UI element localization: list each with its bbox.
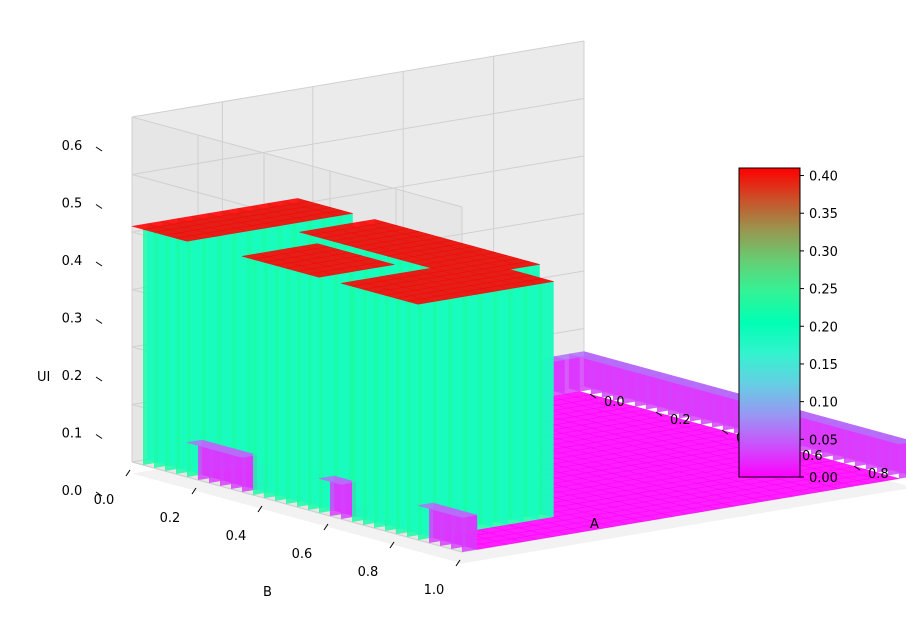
surface-face — [512, 283, 524, 523]
z-tick — [95, 434, 103, 439]
surface-face — [191, 235, 203, 475]
x-axis-label: A — [590, 517, 599, 532]
y-tick-label: 0.8 — [358, 565, 379, 580]
z-tick — [95, 319, 103, 324]
y-tick — [455, 559, 461, 567]
surface-face — [466, 512, 478, 550]
y-tick — [257, 505, 263, 513]
colorbar-tick-label: 0.25 — [809, 283, 838, 298]
y-tick-label: 0.6 — [292, 547, 313, 562]
y-tick-label: 0.2 — [160, 511, 181, 526]
colorbar-tick-label: 0.05 — [809, 433, 838, 448]
tick-labels: 0.00.20.40.60.81.00.00.20.40.60.81.00.00… — [62, 139, 889, 598]
surface-face — [568, 354, 580, 392]
y-tick — [323, 523, 329, 531]
surface-face — [338, 269, 350, 508]
surface-cell — [450, 511, 478, 518]
surface-face — [903, 438, 906, 474]
colorbar-tick-label: 0.10 — [809, 396, 838, 411]
y-tick — [191, 487, 197, 495]
surface-face — [467, 291, 479, 530]
y-axis-label: B — [263, 585, 272, 600]
colorbar-tick-label: 0.40 — [809, 170, 838, 185]
surface-face — [221, 230, 233, 470]
colorbar: 0.00 0.05 0.10 0.15 0.20 0.25 0.30 0.35 0.40 — [738, 167, 838, 486]
x-tick — [589, 393, 597, 399]
x-tick — [721, 429, 729, 435]
x-tick-label: 0.8 — [868, 467, 889, 482]
surface-face — [437, 296, 449, 535]
grid-line — [131, 116, 463, 208]
surface-face — [452, 293, 464, 533]
surface-face — [422, 298, 434, 538]
grid-line — [131, 40, 585, 118]
colorbar-tick-label: 0.30 — [809, 245, 838, 260]
surface-cell — [406, 298, 434, 305]
z-tick-label: 0.3 — [62, 312, 83, 327]
surface-face — [482, 288, 494, 528]
colorbar-tick-label: 0.35 — [809, 207, 838, 222]
grid-line — [131, 98, 585, 175]
z-tick-label: 0.2 — [62, 369, 83, 384]
surface-face — [497, 286, 509, 525]
colorbar-gradient — [738, 167, 801, 478]
z-tick — [95, 204, 103, 209]
z-tick — [95, 376, 103, 382]
colorbar-tick-label: 0.00 — [809, 471, 838, 486]
x-tick — [853, 465, 861, 471]
surface-face — [236, 228, 248, 467]
y-tick-label: 0.4 — [226, 529, 247, 544]
x-tick — [655, 411, 663, 417]
surface-cell — [307, 271, 335, 278]
z-tick-label: 0.1 — [62, 427, 83, 442]
y-tick — [389, 541, 395, 549]
surface-face — [553, 356, 565, 395]
surface-cell — [887, 438, 906, 445]
y-tick-label: 0.0 — [94, 493, 115, 508]
colorbar-tick-label: 0.20 — [809, 320, 838, 335]
z-tick — [95, 491, 103, 497]
z-tick-label: 0.4 — [62, 254, 83, 269]
z-tick-label: 0.5 — [62, 197, 83, 212]
y-tick-label: 1.0 — [424, 583, 445, 598]
x-tick-label: 0.6 — [802, 449, 823, 464]
z-tick-label: 0.6 — [62, 139, 83, 154]
y-tick — [125, 469, 131, 477]
surface-face — [323, 271, 335, 511]
colorbar-tick-label: 0.15 — [809, 358, 838, 373]
surface-face — [206, 233, 218, 472]
z-tick-label: 0.0 — [62, 484, 83, 499]
x-tick-label: 0.2 — [670, 413, 691, 428]
x-tick-label: 0.0 — [604, 395, 625, 410]
z-tick — [95, 261, 103, 267]
surface-plot — [131, 198, 906, 552]
z-axis-label: UI — [37, 370, 50, 385]
surface-cell — [175, 235, 203, 242]
z-tick — [95, 146, 103, 152]
axes-lines — [95, 146, 861, 567]
surface-face — [527, 281, 539, 520]
surface-face — [542, 278, 554, 518]
